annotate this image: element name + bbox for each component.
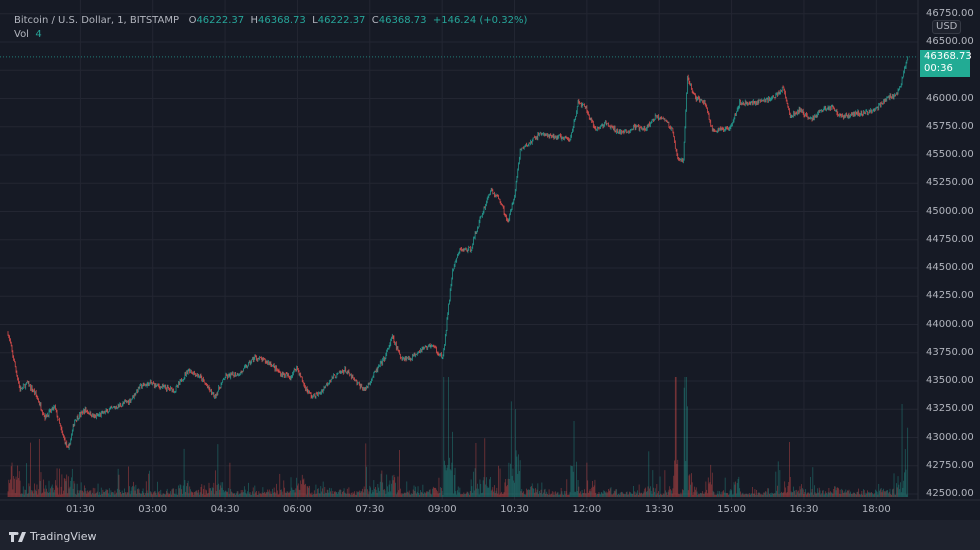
- high-value: 46368.73: [258, 15, 306, 26]
- last-price-label: 46368.73 00:36: [920, 50, 972, 77]
- price-tick-label: 43500.00: [926, 375, 974, 386]
- high-label: H: [250, 15, 259, 26]
- price-tick-label: 44000.00: [926, 318, 974, 330]
- time-tick-label: 12:00: [572, 504, 602, 515]
- vol-value: 4: [35, 29, 42, 40]
- price-tick-label: 45000.00: [926, 205, 974, 217]
- time-tick-label: 06:00: [283, 504, 312, 515]
- vol-label[interactable]: Vol: [14, 29, 29, 40]
- price-tick-label: 46000.00: [926, 92, 974, 104]
- price-tick-label: 45750.00: [926, 120, 974, 132]
- price-tick-label: 42500.00: [926, 488, 974, 499]
- time-tick-label: 09:00: [427, 504, 457, 515]
- time-tick-label: 03:00: [138, 504, 168, 515]
- brand-name: TradingView: [30, 530, 97, 543]
- open-label: O: [188, 15, 197, 26]
- time-tick-label: 01:30: [65, 504, 95, 515]
- time-tick-label: 16:30: [789, 504, 819, 515]
- candlestick-plot: [0, 0, 980, 501]
- currency-button[interactable]: USD: [932, 20, 962, 34]
- price-tick-label: 43250.00: [926, 403, 974, 415]
- price-tick-label: 45250.00: [926, 177, 974, 189]
- time-tick-label: 10:30: [500, 504, 529, 515]
- price-tick-label: 45500.00: [926, 149, 974, 160]
- bar-countdown: 00:36: [924, 63, 953, 74]
- price-tick-label: 46500.00: [926, 36, 974, 47]
- open-value: 46222.37: [196, 15, 245, 26]
- last-price-value: 46368.73: [924, 51, 972, 62]
- low-value: 46222.37: [317, 15, 366, 26]
- price-tick-label: 46750.00: [926, 7, 974, 19]
- time-tick-label: 18:00: [861, 504, 891, 515]
- tradingview-logo-icon: [9, 531, 26, 542]
- price-tick-label: 44250.00: [926, 290, 974, 302]
- price-tick-label: 44750.00: [926, 233, 974, 245]
- price-tick-label: 43000.00: [926, 431, 974, 443]
- change-value: +146.24 (+0.32%): [432, 15, 528, 26]
- symbol-title[interactable]: Bitcoin / U.S. Dollar, 1, BITSTAMP: [14, 15, 180, 26]
- tradingview-logo[interactable]: TradingView: [9, 530, 96, 543]
- ohlc-legend: Bitcoin / U.S. Dollar, 1, BITSTAMP O4622…: [14, 15, 527, 26]
- close-value: 46368.73: [378, 15, 427, 26]
- time-tick-label: 04:30: [210, 504, 240, 515]
- time-tick-label: 13:30: [644, 504, 674, 515]
- price-tick-label: 43750.00: [926, 346, 974, 358]
- price-axis[interactable]: [918, 0, 980, 500]
- volume-legend: Vol 4: [14, 29, 42, 40]
- time-axis[interactable]: [0, 500, 980, 520]
- price-tick-label: 44500.00: [926, 262, 974, 273]
- close-label: C: [371, 15, 379, 26]
- price-tick-label: 42750.00: [926, 459, 974, 471]
- time-tick-label: 15:00: [717, 504, 747, 515]
- time-tick-label: 07:30: [355, 504, 385, 515]
- low-label: L: [312, 15, 318, 26]
